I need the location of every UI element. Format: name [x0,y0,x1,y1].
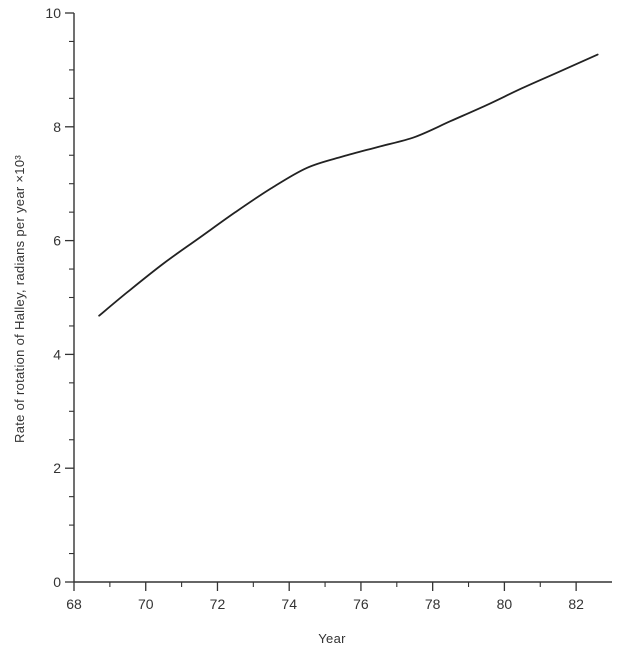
x-tick-label: 68 [66,596,82,612]
y-axis-title: Rate of rotation of Halley, radians per … [12,155,27,443]
x-tick-label: 80 [497,596,513,612]
x-tick-label: 72 [210,596,226,612]
x-tick-label: 82 [568,596,584,612]
x-tick-label: 78 [425,596,441,612]
y-tick-label: 6 [53,233,61,249]
series-layer [98,53,599,317]
y-tick-label: 8 [53,119,61,135]
series-line [98,53,599,317]
x-tick-label: 70 [138,596,154,612]
y-tick-label: 4 [53,346,61,362]
x-tick-label: 74 [281,596,297,612]
x-axis-title: Year [318,631,346,646]
y-tick-label: 10 [45,5,61,21]
y-tick-label: 2 [53,460,61,476]
y-tick-label: 0 [53,574,61,590]
ticks [65,12,577,591]
axes [73,13,612,583]
x-tick-label: 76 [353,596,369,612]
